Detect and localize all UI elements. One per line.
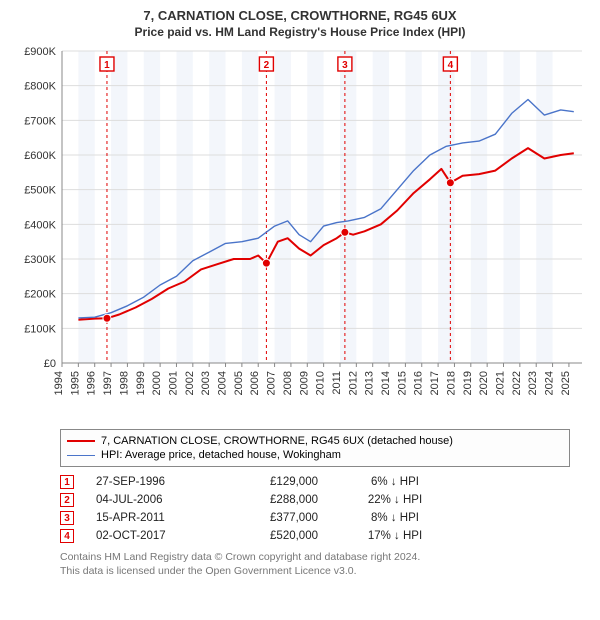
sale-diff: 17% ↓ HPI (340, 530, 450, 542)
svg-text:2000: 2000 (151, 371, 163, 395)
svg-text:£0: £0 (44, 358, 56, 370)
svg-text:2025: 2025 (560, 371, 572, 395)
svg-text:£200K: £200K (24, 289, 56, 301)
sale-price: £129,000 (228, 476, 318, 488)
sale-date: 02-OCT-2017 (96, 530, 206, 542)
svg-text:2005: 2005 (233, 371, 245, 395)
footnote-line-1: Contains HM Land Registry data © Crown c… (60, 551, 570, 565)
sales-row: 1 27-SEP-1996 £129,000 6% ↓ HPI (60, 473, 570, 491)
svg-text:2016: 2016 (413, 371, 425, 395)
legend-label: HPI: Average price, detached house, Woki… (101, 449, 341, 461)
sale-price: £377,000 (228, 512, 318, 524)
svg-text:2021: 2021 (495, 371, 507, 395)
svg-text:£600K: £600K (24, 150, 56, 162)
svg-text:£700K: £700K (24, 115, 56, 127)
svg-text:2006: 2006 (249, 371, 261, 395)
svg-text:2023: 2023 (527, 371, 539, 395)
svg-text:2007: 2007 (266, 371, 278, 395)
sale-date: 15-APR-2011 (96, 512, 206, 524)
sale-marker-box: 4 (60, 529, 74, 543)
svg-text:2017: 2017 (429, 371, 441, 395)
svg-text:2019: 2019 (462, 371, 474, 395)
svg-text:1: 1 (104, 60, 110, 71)
legend-item: 7, CARNATION CLOSE, CROWTHORNE, RG45 6UX… (67, 434, 563, 448)
svg-text:2024: 2024 (544, 371, 556, 395)
legend-swatch (67, 455, 95, 456)
svg-text:£900K: £900K (24, 46, 56, 58)
svg-text:2011: 2011 (331, 371, 343, 395)
svg-text:1998: 1998 (118, 371, 130, 395)
svg-text:£100K: £100K (24, 323, 56, 335)
svg-text:4: 4 (448, 60, 454, 71)
sales-row: 3 15-APR-2011 £377,000 8% ↓ HPI (60, 509, 570, 527)
legend-label: 7, CARNATION CLOSE, CROWTHORNE, RG45 6UX… (101, 435, 453, 447)
legend-swatch (67, 440, 95, 442)
svg-text:£300K: £300K (24, 254, 56, 266)
sales-row: 2 04-JUL-2006 £288,000 22% ↓ HPI (60, 491, 570, 509)
svg-text:2: 2 (264, 60, 270, 71)
sale-date: 04-JUL-2006 (96, 494, 206, 506)
svg-text:£400K: £400K (24, 219, 56, 231)
sale-date: 27-SEP-1996 (96, 476, 206, 488)
svg-text:3: 3 (342, 60, 348, 71)
legend-item: HPI: Average price, detached house, Woki… (67, 448, 563, 462)
svg-text:2009: 2009 (298, 371, 310, 395)
svg-text:2010: 2010 (315, 371, 327, 395)
svg-text:2012: 2012 (347, 371, 359, 395)
svg-text:1999: 1999 (135, 371, 147, 395)
svg-text:2018: 2018 (445, 371, 457, 395)
svg-text:2020: 2020 (478, 371, 490, 395)
page-subtitle: Price paid vs. HM Land Registry's House … (10, 25, 590, 39)
svg-text:2001: 2001 (167, 371, 179, 395)
svg-text:2015: 2015 (396, 371, 408, 395)
svg-text:2008: 2008 (282, 371, 294, 395)
svg-text:2002: 2002 (184, 371, 196, 395)
svg-text:1995: 1995 (69, 371, 81, 395)
footnote-line-2: This data is licensed under the Open Gov… (60, 565, 570, 579)
svg-text:2014: 2014 (380, 371, 392, 395)
svg-text:2004: 2004 (217, 371, 229, 395)
sale-price: £520,000 (228, 530, 318, 542)
svg-text:2022: 2022 (511, 371, 523, 395)
svg-text:1996: 1996 (86, 371, 98, 395)
sale-marker-box: 1 (60, 475, 74, 489)
svg-text:2013: 2013 (364, 371, 376, 395)
page-title: 7, CARNATION CLOSE, CROWTHORNE, RG45 6UX (10, 8, 590, 23)
svg-text:£500K: £500K (24, 185, 56, 197)
svg-text:1994: 1994 (53, 371, 65, 395)
svg-text:1997: 1997 (102, 371, 114, 395)
sale-marker-box: 2 (60, 493, 74, 507)
sale-marker-box: 3 (60, 511, 74, 525)
sale-diff: 22% ↓ HPI (340, 494, 450, 506)
sales-row: 4 02-OCT-2017 £520,000 17% ↓ HPI (60, 527, 570, 545)
price-chart: £0 £100K £200K £300K £400K £500K £600K £700K £80… (10, 43, 590, 423)
sale-price: £288,000 (228, 494, 318, 506)
sale-diff: 8% ↓ HPI (340, 512, 450, 524)
svg-text:2003: 2003 (200, 371, 212, 395)
sale-diff: 6% ↓ HPI (340, 476, 450, 488)
sales-table: 1 27-SEP-1996 £129,000 6% ↓ HPI 2 04-JUL-2006… (60, 473, 570, 545)
svg-text:£800K: £800K (24, 81, 56, 93)
footnote: Contains HM Land Registry data © Crown c… (60, 551, 570, 578)
legend: 7, CARNATION CLOSE, CROWTHORNE, RG45 6UX… (60, 429, 570, 467)
